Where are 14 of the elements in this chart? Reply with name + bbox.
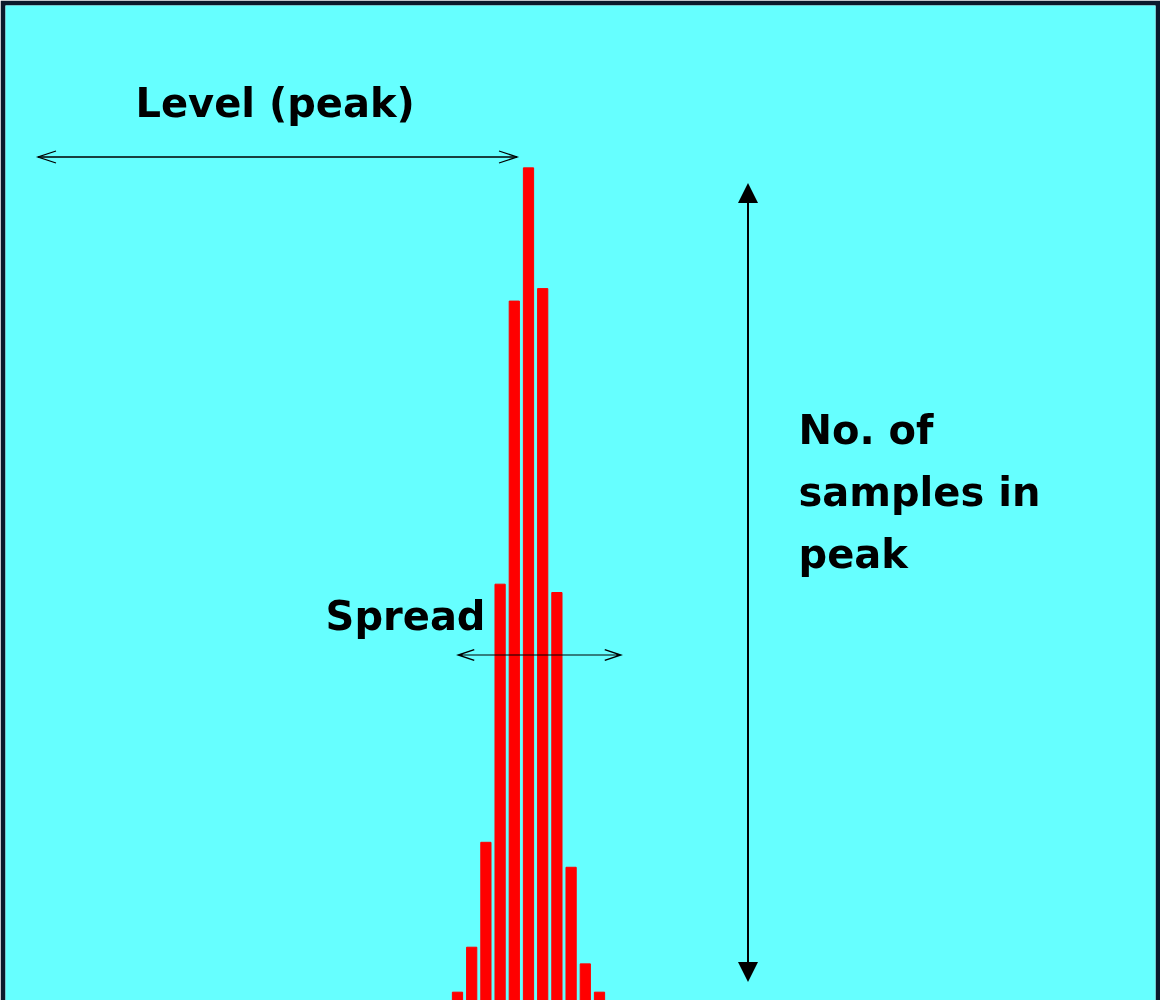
bar	[579, 963, 591, 1000]
bar	[565, 866, 577, 1000]
bar	[522, 167, 535, 1000]
bar	[480, 841, 492, 1000]
text: No. of samples in peak	[798, 406, 1041, 577]
bar	[537, 288, 549, 1000]
bar	[466, 946, 478, 1000]
bar	[494, 583, 506, 1000]
text: Level (peak)	[135, 80, 415, 127]
bar	[551, 592, 563, 1000]
bar	[593, 991, 606, 1000]
annotation: Spread	[325, 592, 486, 639]
bar	[451, 991, 464, 1000]
bar	[508, 300, 520, 1000]
